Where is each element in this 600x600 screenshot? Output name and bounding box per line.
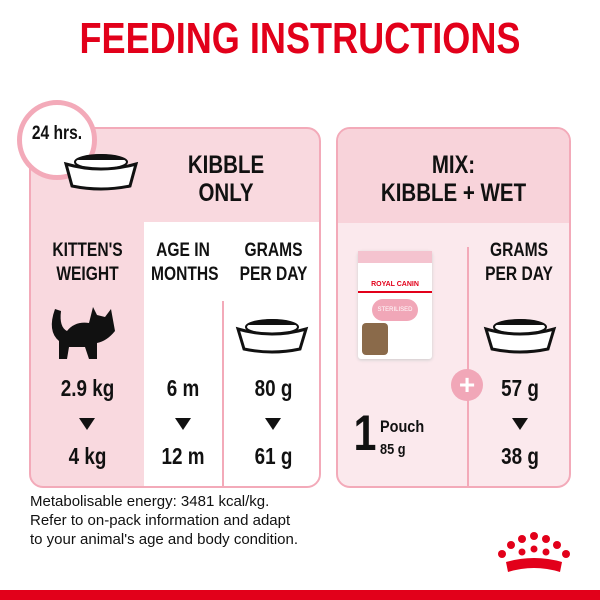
- pouch-weight: 85 g: [380, 441, 406, 458]
- footer-notes: Metabolisable energy: 3481 kcal/kg. Refe…: [30, 492, 298, 549]
- pouch-count: 1: [353, 405, 377, 461]
- mix-header: MIX: KIBBLE + WET: [359, 151, 548, 207]
- white-columns-bg: [144, 222, 319, 486]
- product-name: STERILISED: [372, 299, 418, 321]
- col-line: GRAMS: [489, 240, 548, 261]
- kibble-header: KIBBLE ONLY: [165, 151, 288, 207]
- pouch-label: Pouch: [380, 417, 425, 436]
- weight-from: 2.9 kg: [60, 375, 115, 401]
- header-line: KIBBLE + WET: [380, 179, 527, 207]
- brand-bar: [0, 590, 600, 600]
- header-line: MIX:: [431, 151, 476, 179]
- col-line: GRAMS: [244, 240, 303, 261]
- col-header-grams: GRAMS PER DAY: [478, 239, 560, 287]
- mix-header-bg: [338, 129, 569, 223]
- column-divider: [222, 301, 224, 486]
- header-line: KIBBLE: [187, 151, 265, 179]
- col-line: KITTEN'S: [52, 240, 123, 261]
- col-header-grams: GRAMS PER DAY: [233, 239, 314, 287]
- footer-line: to your animal's age and body condition.: [30, 531, 299, 548]
- bowl-icon: [63, 154, 139, 191]
- page-title: FEEDING INSTRUCTIONS: [79, 14, 521, 63]
- grams-to: 61 g: [254, 443, 293, 469]
- footer-line: Metabolisable energy: 3481 kcal/kg.: [30, 493, 270, 510]
- header-line: ONLY: [198, 179, 254, 207]
- mix-grams-to: 38 g: [501, 443, 539, 469]
- product-brand: ROYAL CANIN: [371, 281, 419, 288]
- col-line: PER DAY: [239, 264, 308, 285]
- mix-panel: MIX: KIBBLE + WET ROYAL CANIN STERILISED…: [336, 127, 571, 488]
- plus-icon: +: [451, 369, 483, 401]
- royal-canin-crown-logo: [498, 532, 570, 572]
- col-header-age: AGE IN MONTHS: [151, 239, 219, 287]
- col-line: MONTHS: [151, 264, 219, 285]
- clock-label: 24 hrs.: [31, 123, 83, 144]
- kibble-only-panel: KIBBLE ONLY KITTEN'S WEIGHT AGE IN MONTHS …: [29, 127, 321, 488]
- pouch-icon: ROYAL CANIN STERILISED: [358, 251, 432, 359]
- age-to: 12 m: [161, 443, 205, 469]
- arrow-down-icon: [512, 418, 528, 430]
- column-divider: [467, 247, 469, 486]
- bowl-icon: [483, 319, 557, 354]
- clock-icon: 24 hrs.: [17, 100, 97, 180]
- bowl-icon: [235, 319, 309, 354]
- arrow-down-icon: [79, 418, 95, 430]
- col-line: PER DAY: [485, 264, 553, 285]
- weight-to: 4 kg: [68, 443, 107, 469]
- arrow-down-icon: [265, 418, 281, 430]
- col-line: WEIGHT: [56, 264, 119, 285]
- arrow-down-icon: [175, 418, 191, 430]
- col-line: AGE IN: [156, 240, 210, 261]
- age-from: 6 m: [166, 375, 200, 401]
- grams-from: 80 g: [254, 375, 293, 401]
- footer-line: Refer to on-pack information and adapt: [30, 512, 291, 529]
- mix-grams-from: 57 g: [501, 375, 539, 401]
- kitten-icon: [51, 307, 115, 359]
- col-header-weight: KITTEN'S WEIGHT: [41, 239, 134, 287]
